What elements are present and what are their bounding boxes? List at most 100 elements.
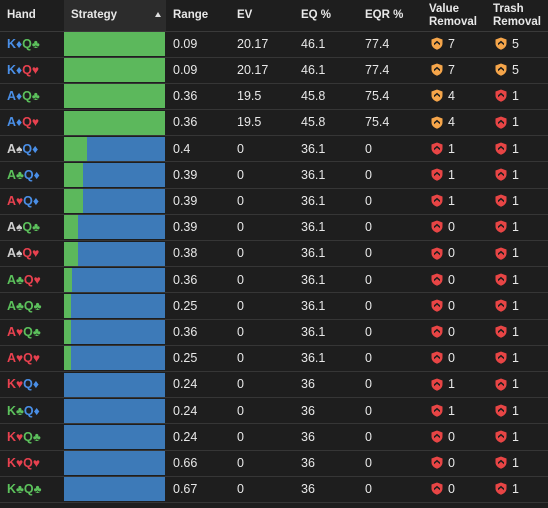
header-value-removal-line1: Value [429,2,460,15]
eqr-cell: 0 [365,220,372,235]
range-cell: 0.24 [173,429,198,444]
hand-suit-2-icon: ♦ [32,193,40,208]
value-removal-value: 0 [448,272,455,287]
header-value-removal-line2: Removal [429,15,477,28]
trash-removal-shield-icon [495,325,507,338]
trash-removal-value: 1 [512,220,519,235]
strategy-bar [64,215,165,240]
hand-rank-2: Q [23,324,33,339]
value-removal-value: 0 [448,351,455,366]
eq-cell: 36.1 [301,220,326,235]
eqr-cell: 77.4 [365,36,390,51]
hand-cell: K ♦ Q ♥ [7,57,39,83]
hand-rank-2: Q [22,36,32,51]
table-row[interactable]: A ♣ Q ♦ 0.39 0 36.1 0 1 1 [0,162,548,189]
header-range[interactable]: Range [173,0,208,31]
range-cell: 0.09 [173,36,198,51]
trash-removal-value: 1 [512,351,519,366]
value-removal-shield-icon [431,247,443,260]
table-row[interactable]: K ♥ Q ♣ 0.24 0 36 0 0 1 [0,424,548,451]
hand-suit-1-icon: ♥ [16,351,24,366]
header-strategy[interactable]: Strategy [64,0,166,31]
value-removal-shield-icon [431,116,443,129]
trash-removal-shield-icon [495,404,507,417]
table-row[interactable]: A ♠ Q ♣ 0.39 0 36.1 0 0 1 [0,214,548,241]
eqr-cell: 0 [365,377,372,392]
header-eq[interactable]: EQ % [301,0,331,31]
value-removal-shield-icon [431,378,443,391]
hand-suit-2-icon: ♥ [32,246,40,261]
hand-suit-1-icon: ♣ [16,298,24,313]
strategy-bar-green-segment [64,294,72,318]
sort-ascending-icon[interactable] [155,12,161,17]
value-removal-shield-icon [431,142,443,155]
eq-cell: 36 [301,429,315,444]
table-row[interactable]: K ♦ Q ♣ 0.09 20.17 46.1 77.4 7 5 [0,31,548,58]
strategy-bar [64,136,165,161]
hand-suit-2-icon: ♦ [33,167,40,182]
range-cell: 0.38 [173,246,198,261]
hand-suit-1-icon: ♠ [16,220,23,235]
table-row[interactable]: K ♣ Q ♦ 0.24 0 36 0 1 1 [0,398,548,425]
header-trash-removal-line2: Removal [493,15,541,28]
table-row[interactable]: K ♦ Q ♥ 0.09 20.17 46.1 77.4 7 5 [0,57,548,84]
hand-rank-1: A [7,141,17,156]
strategy-bar-green-segment [64,110,165,135]
hand-rank-2: Q [22,115,32,130]
ev-cell: 20.17 [237,62,269,77]
header-trash-removal[interactable]: Trash Removal [493,0,541,31]
trash-removal-value: 1 [512,167,519,182]
table-row[interactable]: A ♠ Q ♦ 0.4 0 36.1 0 1 1 [0,136,548,163]
ev-cell: 0 [237,482,244,497]
header-value-removal[interactable]: Value Removal [429,0,477,31]
table-row[interactable]: A ♦ Q ♥ 0.36 19.5 45.8 75.4 4 1 [0,110,548,137]
hand-rank-2: Q [23,298,34,313]
hand-cell: A ♥ Q ♥ [7,345,40,371]
hand-suit-2-icon: ♣ [31,89,40,104]
header-eqr[interactable]: EQR % [365,0,403,31]
header-hand[interactable]: Hand [7,0,62,31]
value-removal-shield-icon [431,194,443,207]
trash-removal-shield-icon [495,482,507,496]
table-row[interactable]: A ♥ Q ♥ 0.25 0 36.1 0 0 1 [0,345,548,372]
table-row[interactable]: K ♥ Q ♦ 0.24 0 36 0 1 1 [0,372,548,399]
trash-removal-value: 1 [512,324,519,339]
hand-suit-1-icon: ♠ [16,141,23,156]
table-row[interactable]: A ♦ Q ♣ 0.36 19.5 45.8 75.4 4 1 [0,83,548,110]
table-row[interactable]: A ♣ Q ♣ 0.25 0 36.1 0 0 1 [0,293,548,320]
trash-removal-value: 1 [512,89,519,104]
hand-rank-2: Q [22,246,33,261]
trash-removal-shield-icon [495,116,507,129]
table-row[interactable]: A ♣ Q ♥ 0.36 0 36.1 0 0 1 [0,267,548,294]
ev-cell: 0 [237,403,244,418]
table-row[interactable]: A ♥ Q ♣ 0.36 0 36.1 0 0 1 [0,319,548,346]
eqr-cell: 0 [365,298,372,313]
trash-removal-shield-icon [495,273,507,286]
value-removal-shield-icon [431,404,443,417]
eq-cell: 45.8 [301,115,326,130]
ev-cell: 0 [237,272,244,287]
eqr-cell: 0 [365,193,372,208]
hand-suit-1-icon: ♦ [16,62,23,77]
trash-removal-shield-icon [495,89,507,103]
ev-cell: 19.5 [237,89,262,104]
table-row[interactable]: A ♥ Q ♦ 0.39 0 36.1 0 1 1 [0,188,548,215]
header-strategy-label: Strategy [71,9,118,21]
trash-removal-shield-icon [495,220,507,234]
hand-rank-2: Q [23,272,34,287]
hand-cell: A ♣ Q ♣ [7,293,42,319]
strategy-bar-green-segment [64,320,72,345]
table-row[interactable]: K ♣ Q ♣ 0.67 0 36 0 0 1 [0,476,548,503]
value-removal-shield-icon [431,351,443,365]
hand-suit-1-icon: ♥ [16,193,24,208]
hand-rank-1: A [7,298,17,313]
header-ev[interactable]: EV [237,0,252,31]
value-removal-value: 0 [448,246,455,261]
table-row[interactable]: K ♥ Q ♥ 0.66 0 36 0 0 1 [0,450,548,477]
strategy-bar [64,84,165,109]
hand-cell: A ♠ Q ♥ [7,241,39,267]
hand-rank-1: K [7,36,17,51]
hand-rank-1: K [7,482,17,497]
table-row[interactable]: A ♠ Q ♥ 0.38 0 36.1 0 0 1 [0,241,548,268]
